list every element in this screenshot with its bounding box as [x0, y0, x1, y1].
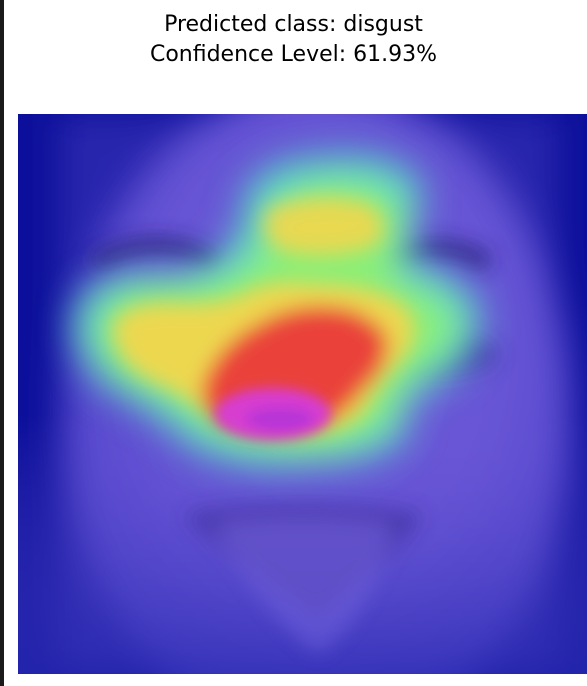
window-left-border — [0, 0, 4, 686]
plot-title: Predicted class: disgust Confidence Leve… — [0, 10, 587, 70]
heatmap-face-image — [18, 114, 587, 674]
predicted-class-label: Predicted class: disgust — [164, 12, 423, 37]
heatmap-yellow-top — [264, 197, 384, 256]
confidence-level-label: Confidence Level: 61.93% — [149, 42, 438, 67]
heatmap-magenta-inner — [246, 407, 314, 431]
